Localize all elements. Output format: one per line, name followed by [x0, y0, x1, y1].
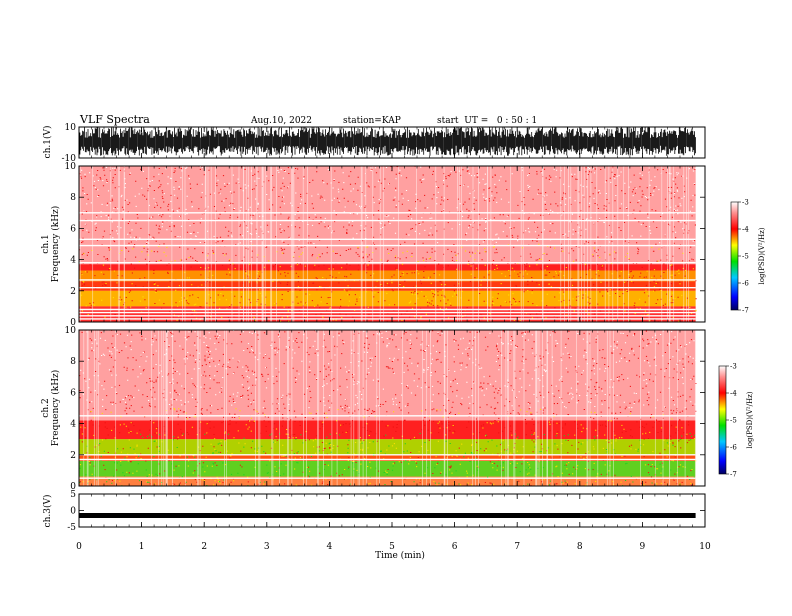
spec2-band-1: [79, 420, 696, 440]
spec2-band-4: [79, 461, 696, 477]
spec1-band-4: [79, 290, 696, 307]
spec1-band-0: [79, 166, 696, 265]
ch3-waveform-ylabel: ch.3(V): [42, 495, 53, 528]
ch2-colorbar: -3 -4 -5 -6 -7 log(PSD)(V²/Hz): [718, 363, 754, 479]
ch2-spectrogram-ytick-label: 4: [70, 420, 76, 430]
ch1-colorbar-label: log(PSD)(V²/Hz): [758, 227, 766, 284]
ch2-spectrogram-panel: 0 2 4 6 8 10 ch.2 Frequency (kHz) -3 -4 -5 -6 -7 …: [41, 326, 754, 492]
time-axis-tick-label: 7: [514, 542, 520, 552]
cb2-tick-label: -4: [730, 390, 737, 398]
cb1-tick-label: -6: [742, 280, 749, 288]
time-axis-tick-label: 1: [139, 542, 145, 552]
ch2-spectrogram-image: [79, 329, 697, 487]
time-axis-tick-label: 4: [327, 542, 333, 552]
cb1-tick-label: -4: [742, 226, 749, 234]
spec1-band-3: [79, 281, 696, 291]
ch1-colorbar-gradient: [730, 201, 739, 311]
ch3-waveform-trace: [79, 513, 696, 518]
ch1-spectrogram-ylabel-frequency: Frequency (kHz): [50, 206, 61, 283]
ch2-spectrogram-ytick-label: 10: [65, 326, 77, 336]
ch2-spectrogram-ytick-label: 0: [70, 482, 76, 492]
ch2-colorbar-label: log(PSD)(V²/Hz): [746, 391, 754, 448]
ch1-spectrogram-yticks: 0 2 4 6 8 10: [65, 162, 705, 328]
spec2-band-5: [79, 476, 696, 486]
ch2-spectrogram-ytick-label: 8: [70, 357, 76, 367]
time-axis-label: Time (min): [375, 550, 425, 561]
cb1-tick-label: -5: [742, 253, 749, 261]
ch1-spectrogram-ytick-label: 2: [70, 287, 76, 297]
ch1-spectrogram-ytick-label: 6: [70, 224, 76, 234]
time-axis-tick-label: 2: [201, 542, 207, 552]
time-axis-tick-label: 8: [577, 542, 583, 552]
ch1-spectrogram-panel: 0 2 4 6 8 10 ch.1 Frequency (kHz) -3 -4 -5 -6 -7 …: [41, 162, 766, 328]
cb1-tick-label: -7: [742, 307, 749, 315]
ch1-spectrogram-image: [79, 165, 697, 323]
ch1-colorbar: -3 -4 -5 -6 -7 log(PSD)(V²/Hz): [730, 199, 766, 315]
ch3-waveform-ytick-label: -5: [67, 523, 76, 533]
ch1-spectrogram-ylabel-channel: ch.1: [41, 234, 51, 253]
ch1-waveform-ytick-label: 10: [65, 123, 77, 133]
time-axis-tick-label: 5: [389, 542, 395, 552]
cb1-tick-label: -3: [742, 199, 749, 207]
ch1-spectrogram-ytick-label: 0: [70, 318, 76, 328]
ch2-spectrogram-ylabel-channel: ch.2: [41, 398, 51, 417]
spec1-band-5: [79, 306, 696, 322]
ch1-waveform-yticks: 10 -10: [62, 123, 705, 164]
time-axis: 0 1 2 3 4 5 6 7 8 9 10: [76, 127, 711, 552]
ch1-spectrogram-ytick-label: 8: [70, 193, 76, 203]
ch1-spectrogram-ytick-label: 4: [70, 256, 76, 266]
spec2-band-2: [79, 439, 696, 455]
ch3-waveform-ytick-label: 5: [70, 490, 76, 500]
ch1-spectrogram-ytick-label: 10: [65, 162, 77, 172]
time-axis-tick-label: 3: [264, 542, 270, 552]
cb2-tick-label: -3: [730, 363, 737, 371]
time-axis-tick-label: 6: [452, 542, 458, 552]
ch3-waveform-ytick-label: 0: [70, 507, 76, 517]
ch2-spectrogram-ylabel-frequency: Frequency (kHz): [50, 370, 61, 447]
figure-title: VLF Spectra: [79, 113, 150, 126]
ch1-waveform-line: [78, 127, 696, 156]
spec2-streaks: [83, 330, 696, 486]
spec1-speckle-white: [81, 165, 697, 245]
ch1-waveform-ytick-label: -10: [62, 154, 77, 164]
spec2-band-3: [79, 454, 696, 461]
ch2-spectrogram-yticks: 0 2 4 6 8 10: [65, 326, 705, 492]
ch2-colorbar-gradient: [718, 365, 727, 475]
ch1-waveform-ylabel: ch.1(V): [42, 126, 53, 159]
ch2-spectrogram-ytick-label: 2: [70, 451, 76, 461]
spec1-streaks: [79, 166, 690, 322]
time-axis-tick-label: 9: [640, 542, 646, 552]
ch3-waveform-band: [79, 513, 696, 518]
ch3-waveform-yticks: 5 0 -5: [67, 490, 705, 533]
ch2-spectrogram-ytick-label: 6: [70, 388, 76, 398]
cb2-tick-label: -7: [730, 471, 737, 479]
spec1-band-2: [79, 270, 696, 282]
cb2-tick-label: -6: [730, 444, 737, 452]
time-axis-tick-label: 0: [76, 542, 82, 552]
header-station: station=KAP: [343, 116, 401, 126]
spec2-band-0: [79, 330, 696, 421]
time-axis-tick-label: 10: [699, 542, 711, 552]
header-start-time: start UT = 0 : 50 : 1: [437, 116, 537, 126]
header-date: Aug.10, 2022: [250, 116, 312, 126]
spec1-band-1: [79, 264, 696, 271]
ch1-waveform-trace: [78, 127, 696, 156]
cb2-tick-label: -5: [730, 417, 737, 425]
